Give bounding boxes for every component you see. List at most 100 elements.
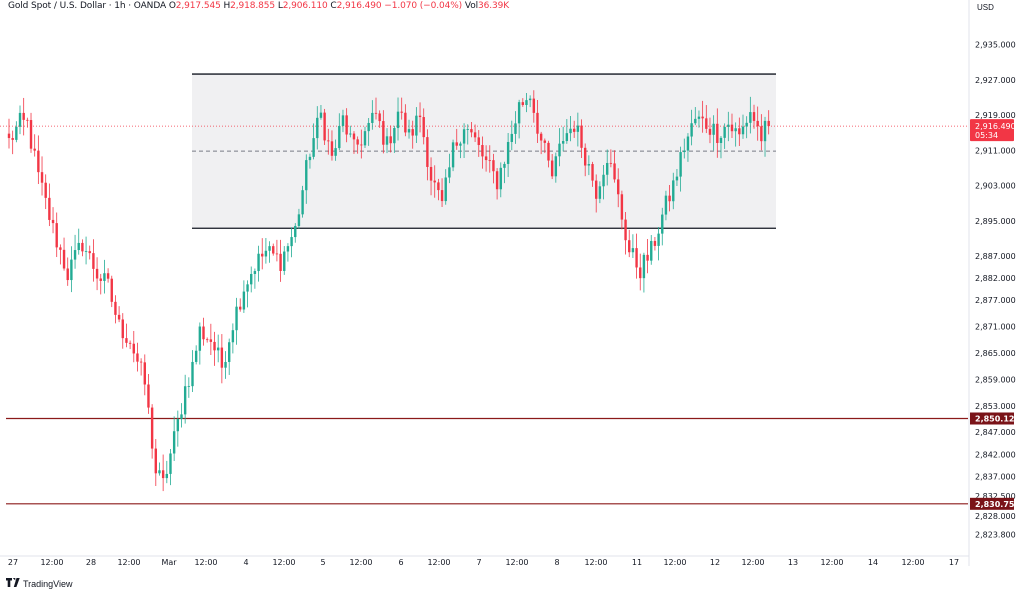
candle bbox=[297, 208, 301, 230]
candle bbox=[18, 105, 22, 135]
level-price-tag[interactable] bbox=[970, 497, 1014, 510]
candle bbox=[661, 207, 664, 246]
candle bbox=[624, 211, 627, 255]
candle-body bbox=[110, 278, 113, 302]
candle-body bbox=[239, 306, 242, 310]
candle bbox=[228, 338, 231, 375]
candle-body bbox=[697, 116, 701, 119]
candle-body bbox=[741, 126, 745, 135]
level-price-tag[interactable] bbox=[970, 412, 1014, 425]
high-label: H bbox=[223, 1, 231, 11]
candle bbox=[246, 280, 249, 308]
candle-body bbox=[561, 141, 565, 144]
current-price-tag[interactable] bbox=[970, 119, 1014, 142]
candle bbox=[323, 108, 326, 145]
candle bbox=[708, 117, 712, 144]
price-axis[interactable]: 2,935.000 2,927.000 2,919.000 2,911.000 2,90… bbox=[968, 0, 1024, 595]
candle-body bbox=[194, 350, 198, 362]
price-tick-label: 2,882.000 bbox=[975, 274, 1016, 283]
candle-body bbox=[756, 120, 759, 127]
candle-body bbox=[154, 448, 157, 474]
candle-body bbox=[246, 284, 249, 292]
candle bbox=[576, 112, 580, 147]
candle-body bbox=[161, 470, 165, 479]
time-tick-label: 12 bbox=[710, 558, 720, 567]
candle bbox=[110, 275, 113, 308]
candle bbox=[411, 120, 414, 149]
candle-body bbox=[216, 347, 220, 351]
candle bbox=[73, 234, 77, 269]
candle-body bbox=[95, 268, 99, 279]
candle bbox=[48, 183, 51, 227]
candle bbox=[609, 149, 613, 168]
candle bbox=[15, 121, 18, 143]
candle-body bbox=[411, 129, 414, 136]
candle-body bbox=[668, 195, 671, 202]
candle-body bbox=[657, 233, 660, 246]
price-tick-label: 2,837.000 bbox=[975, 472, 1016, 481]
candle bbox=[286, 243, 290, 262]
candle-body bbox=[143, 362, 146, 385]
candle bbox=[727, 111, 730, 142]
candle-body bbox=[624, 219, 627, 241]
candle-body bbox=[37, 150, 40, 173]
candle bbox=[239, 298, 242, 312]
candle bbox=[191, 350, 194, 392]
candle bbox=[224, 351, 227, 379]
symbol-legend[interactable]: Gold Spot / U.S. Dollar · 1h · OANDA O2,… bbox=[8, 1, 509, 11]
candle-body bbox=[635, 248, 638, 268]
candle-body bbox=[716, 123, 719, 143]
candle-body bbox=[26, 119, 29, 121]
candle-body bbox=[297, 214, 301, 226]
candle-body bbox=[150, 407, 154, 449]
candle bbox=[620, 190, 624, 230]
candle-body bbox=[187, 386, 191, 387]
candle-body bbox=[268, 246, 271, 251]
candle-body bbox=[433, 180, 436, 183]
candle bbox=[290, 227, 293, 258]
candle bbox=[338, 113, 341, 151]
candle bbox=[488, 145, 491, 173]
candle bbox=[730, 113, 734, 138]
candle bbox=[360, 129, 363, 159]
candle-body bbox=[580, 125, 583, 148]
symbol-name[interactable]: Gold Spot / U.S. Dollar · 1h · OANDA bbox=[8, 1, 167, 11]
candle bbox=[719, 135, 723, 159]
candle-body bbox=[235, 306, 238, 331]
time-tick-label: 27 bbox=[8, 558, 18, 567]
candle-body bbox=[378, 113, 381, 122]
candle-body bbox=[495, 171, 499, 190]
candle-body bbox=[33, 148, 36, 151]
candle bbox=[169, 448, 172, 486]
candle-body bbox=[422, 117, 425, 138]
range-box-layer bbox=[192, 73, 776, 229]
candle-body bbox=[88, 251, 91, 254]
horizontal-levels-layer bbox=[0, 125, 968, 505]
candle bbox=[125, 323, 128, 348]
candle bbox=[712, 115, 715, 151]
time-tick-label: 12:00 bbox=[505, 558, 528, 567]
price-axis-background bbox=[969, 0, 1024, 595]
candle bbox=[433, 165, 436, 198]
tradingview-logo[interactable]: TradingView bbox=[6, 578, 73, 590]
candle bbox=[694, 107, 697, 126]
candle-body bbox=[444, 177, 447, 202]
candle-body bbox=[653, 240, 657, 246]
candle bbox=[294, 223, 297, 243]
time-axis[interactable]: 27 12:00 28 12:00 Mar 12:00 4 12:00 5 12:00 6 12:00… bbox=[0, 555, 969, 567]
candle-body bbox=[345, 115, 348, 135]
candle-body bbox=[117, 314, 121, 320]
candle bbox=[194, 345, 198, 365]
candle-body bbox=[429, 166, 433, 181]
candle-body bbox=[400, 111, 403, 113]
candle-body bbox=[18, 112, 22, 127]
candle-body bbox=[73, 250, 77, 260]
currency-label[interactable]: USD bbox=[977, 3, 994, 12]
candle bbox=[583, 143, 587, 177]
candle-body bbox=[202, 326, 205, 340]
price-tick-label: 2,865.000 bbox=[975, 349, 1016, 358]
candle-body bbox=[165, 473, 169, 479]
candle-body bbox=[628, 240, 631, 253]
time-tick-label: 12:00 bbox=[741, 558, 764, 567]
